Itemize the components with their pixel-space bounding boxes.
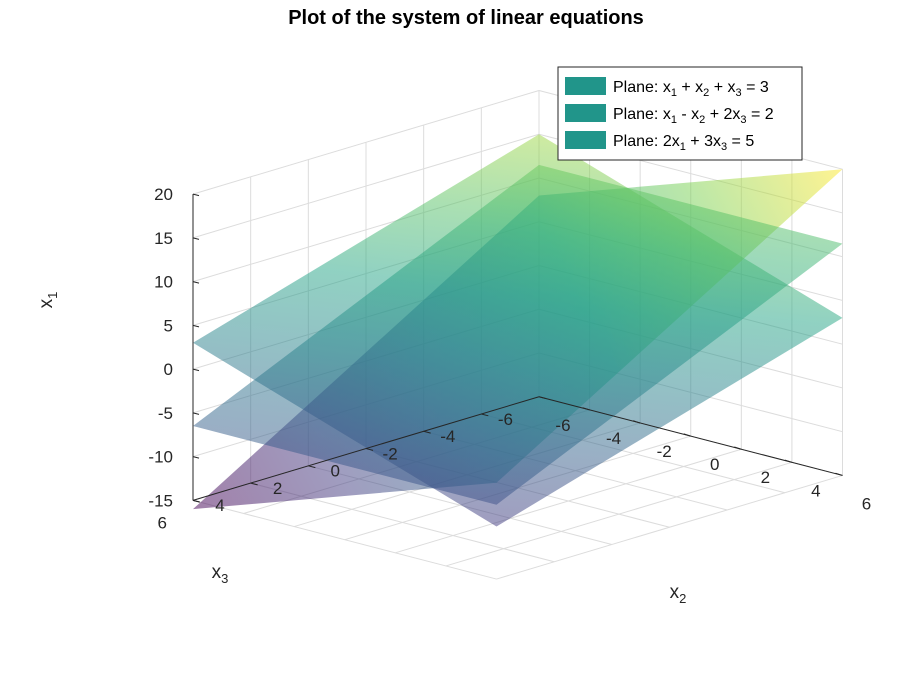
x3-tick — [423, 430, 431, 434]
x2-tick — [683, 433, 691, 437]
x3-tick-label: -4 — [440, 427, 455, 446]
x2-tick — [784, 459, 793, 463]
x3-tick-label: -2 — [383, 444, 398, 463]
x2-tick-label: -6 — [555, 416, 570, 435]
legend-entry-3: Plane: 2x1 + 3x3 = 5 — [613, 133, 754, 153]
plane-surface-3 — [193, 164, 843, 505]
x1-tick — [192, 368, 200, 372]
x2-tick-label: 6 — [862, 494, 871, 513]
x1-tick — [192, 412, 200, 415]
x1-tick — [192, 193, 200, 197]
x2-tick — [633, 420, 641, 424]
x1-tick-label: 5 — [164, 316, 173, 335]
legend-entry-1: Plane: x1 + x2 + x3 = 3 — [613, 79, 769, 99]
x2-axis-label: x2 — [670, 582, 687, 606]
tick-labels: -15 -10 -5 0 5 10 15 20 -6 -4 -2 0 2 4 6 -6 -4 -2 0 2 4 6 — [148, 185, 871, 532]
x1-tick — [192, 237, 200, 240]
x1-tick-label: -5 — [158, 404, 173, 423]
legend-swatch — [565, 77, 606, 95]
x3-tick — [538, 396, 547, 400]
surface-layer — [193, 134, 843, 527]
x2-tick — [734, 446, 742, 450]
x3-tick — [365, 448, 374, 451]
axis-labels: x1 x3 x2 — [36, 292, 686, 606]
legend-swatch — [565, 104, 606, 122]
x1-tick-label: -15 — [148, 491, 173, 510]
x1-tick-label: 0 — [164, 360, 173, 379]
chart-title: Plot of the system of linear equations — [288, 7, 644, 29]
x3-axis-label: x3 — [212, 562, 229, 586]
x3-tick-label: -6 — [498, 410, 513, 429]
x3-tick — [192, 499, 201, 503]
legend-entry-2: Plane: x1 - x2 + 2x3 = 2 — [613, 106, 774, 126]
x1-tick-label: -10 — [148, 448, 173, 467]
x2-tick — [582, 407, 590, 411]
x2-tick — [835, 472, 843, 476]
x3-tick — [481, 413, 489, 417]
x1-tick-label: 20 — [154, 185, 173, 204]
x3-tick-label: 0 — [331, 462, 340, 481]
x1-tick — [192, 324, 200, 328]
x3-tick — [308, 465, 316, 469]
x3-tick-label: 2 — [273, 479, 282, 498]
x1-axis-label: x1 — [36, 292, 60, 309]
x1-tick-label: 10 — [154, 273, 173, 292]
x2-tick-label: 4 — [811, 481, 820, 500]
legend-swatch — [565, 131, 606, 149]
wall-gridline — [192, 133, 540, 239]
x1-tick — [192, 456, 200, 459]
x2-tick-label: 2 — [761, 468, 770, 487]
x3-tick — [250, 482, 258, 486]
x3-tick-label: 4 — [215, 496, 224, 515]
x2-tick-label: 0 — [710, 455, 719, 474]
x2-tick-label: -2 — [657, 442, 672, 461]
x2-tick-label: -4 — [606, 429, 621, 448]
x3-tick-label: 6 — [158, 513, 167, 532]
legend: Plane: x1 + x2 + x3 = 3 Plane: x1 - x2 + … — [557, 66, 803, 161]
floor-gridline — [192, 499, 497, 580]
axis-layer — [192, 193, 843, 503]
x1-tick — [192, 281, 200, 284]
wall-gridline — [192, 90, 540, 195]
x1-tick-label: 15 — [154, 229, 173, 248]
